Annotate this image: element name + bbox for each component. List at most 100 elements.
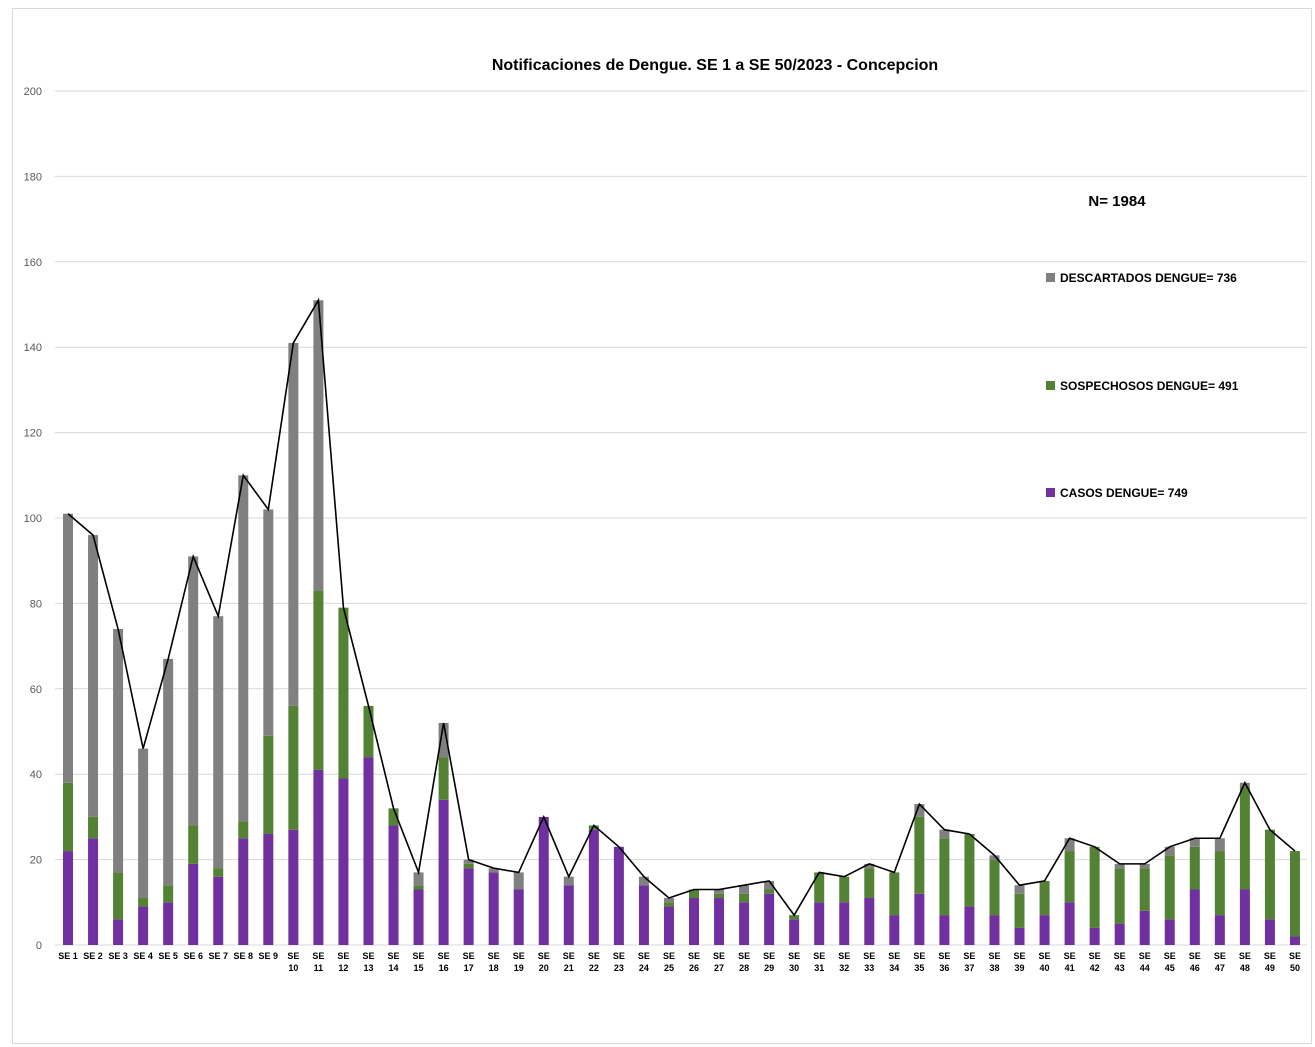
bar-segment-casos <box>563 885 574 945</box>
x-tick-label: SE 50 <box>1289 951 1301 973</box>
x-tick-label-line: 27 <box>714 963 724 973</box>
x-tick-label-line: SE <box>913 951 925 961</box>
y-tick-label: 20 <box>30 855 42 867</box>
x-tick-label-line: 47 <box>1215 963 1225 973</box>
bar-segment-casos <box>1139 910 1150 945</box>
bar-segment-casos <box>538 816 549 945</box>
chart-frame <box>12 8 1312 1044</box>
x-tick-label: SE 38 <box>988 951 1000 973</box>
bar-segment-sospechosos <box>1214 851 1225 916</box>
x-tick-label-line: SE <box>362 951 374 961</box>
legend-swatch <box>1046 273 1055 282</box>
bar-segment-casos <box>663 906 674 945</box>
x-tick-label-line: SE <box>388 951 400 961</box>
bar-segment-descartados <box>113 629 124 873</box>
bar-segment-sospechosos <box>413 885 424 890</box>
x-tick-label: SE 13 <box>362 951 374 973</box>
bar-segment-descartados <box>138 748 149 899</box>
x-tick-label: SE 46 <box>1189 951 1201 973</box>
x-tick-label-line: SE <box>888 951 900 961</box>
bar-segment-descartados <box>638 876 649 886</box>
x-tick-label-line: SE 9 <box>259 951 279 961</box>
x-tick-label: SE 44 <box>1139 951 1151 973</box>
x-tick-label-line: SE <box>488 951 500 961</box>
bar-segment-sospechosos <box>764 889 775 894</box>
bar-segment-sospechosos <box>1164 855 1175 920</box>
bar-segment-sospechosos <box>463 863 474 869</box>
legend-swatch <box>1046 488 1055 497</box>
x-tick-label: SE 21 <box>563 951 575 973</box>
x-tick-label-line: 25 <box>664 963 674 973</box>
x-tick-label-line: SE <box>1114 951 1126 961</box>
bar-segment-descartados <box>313 300 324 591</box>
bar-segment-sospechosos <box>88 816 99 839</box>
x-tick-label-line: 18 <box>489 963 499 973</box>
legend-swatch <box>1046 381 1055 390</box>
y-tick-label: 140 <box>24 342 42 354</box>
x-tick-label-line: SE <box>1239 951 1251 961</box>
x-tick-label: SE 42 <box>1089 951 1101 973</box>
x-tick-label: SE 28 <box>738 951 750 973</box>
x-tick-label: SE 40 <box>1039 951 1051 973</box>
bar-segment-casos <box>1064 902 1075 945</box>
bar-segment-sospechosos <box>914 816 925 894</box>
bar-segment-casos <box>413 889 424 945</box>
bar-segment-casos <box>438 799 449 945</box>
x-tick-label-line: SE <box>312 951 324 961</box>
x-tick-label-line: SE <box>688 951 700 961</box>
bar-segment-sospechosos <box>1089 846 1100 928</box>
bar-segment-casos <box>939 915 950 945</box>
bar-segment-sospechosos <box>839 876 850 903</box>
bar-segment-sospechosos <box>113 872 124 920</box>
x-tick-label-line: SE <box>663 951 675 961</box>
bar-segment-casos <box>138 906 149 945</box>
bar-segment-sospechosos <box>263 735 274 834</box>
bar-segment-descartados <box>1014 885 1025 894</box>
x-tick-label: SE 22 <box>588 951 600 973</box>
x-tick-label-line: SE <box>513 951 525 961</box>
bar-segment-descartados <box>764 880 775 890</box>
x-tick-label-line: SE 5 <box>158 951 178 961</box>
bar-segment-descartados <box>88 535 99 817</box>
bar-segment-casos <box>238 838 249 945</box>
x-tick-label: SE 47 <box>1214 951 1226 973</box>
x-tick-label-line: SE <box>463 951 475 961</box>
bar-segment-descartados <box>238 475 249 822</box>
x-tick-label-line: 44 <box>1140 963 1150 973</box>
x-tick-label-line: 49 <box>1265 963 1275 973</box>
bar-segment-descartados <box>1139 863 1150 869</box>
x-tick-label-line: SE <box>713 951 725 961</box>
bar-segment-casos <box>488 872 499 945</box>
bar-segment-descartados <box>288 342 299 706</box>
bar-segment-casos <box>288 829 299 945</box>
bar-segment-casos <box>1164 919 1175 945</box>
x-tick-label-line: 40 <box>1040 963 1050 973</box>
bar-segment-sospechosos <box>989 859 1000 916</box>
chart-title: Notificaciones de Dengue. SE 1 a SE 50/2… <box>492 57 938 74</box>
bar-segment-sospechosos <box>188 825 199 864</box>
x-tick-label-line: 37 <box>964 963 974 973</box>
x-tick-label: SE 29 <box>763 951 775 973</box>
legend-label: SOSPECHOSOS DENGUE= 491 <box>1060 379 1239 393</box>
x-tick-label-line: 17 <box>464 963 474 973</box>
x-tick-label-line: SE <box>1164 951 1176 961</box>
x-tick-label: SE 32 <box>838 951 850 973</box>
x-tick-label: SE 24 <box>638 951 650 973</box>
x-tick-label-line: 12 <box>338 963 348 973</box>
x-tick-label-line: SE <box>763 951 775 961</box>
x-tick-label-line: SE <box>963 951 975 961</box>
bar-segment-casos <box>63 851 73 945</box>
bar-segment-sospechosos <box>789 915 800 920</box>
y-tick-label: 160 <box>24 257 42 269</box>
bar-segment-casos <box>163 902 174 945</box>
bar-segment-casos <box>588 829 599 945</box>
bar-segment-sospechosos <box>363 705 374 758</box>
bar-segment-descartados <box>864 863 875 869</box>
x-tick-label: SE 25 <box>663 951 675 973</box>
bar-segment-sospechosos <box>338 607 349 779</box>
x-tick-label-line: 26 <box>689 963 699 973</box>
x-tick-label-line: SE 7 <box>208 951 228 961</box>
total-line <box>67 297 1296 917</box>
x-tick-label-line: SE <box>438 951 450 961</box>
x-tick-label-line: 50 <box>1290 963 1300 973</box>
